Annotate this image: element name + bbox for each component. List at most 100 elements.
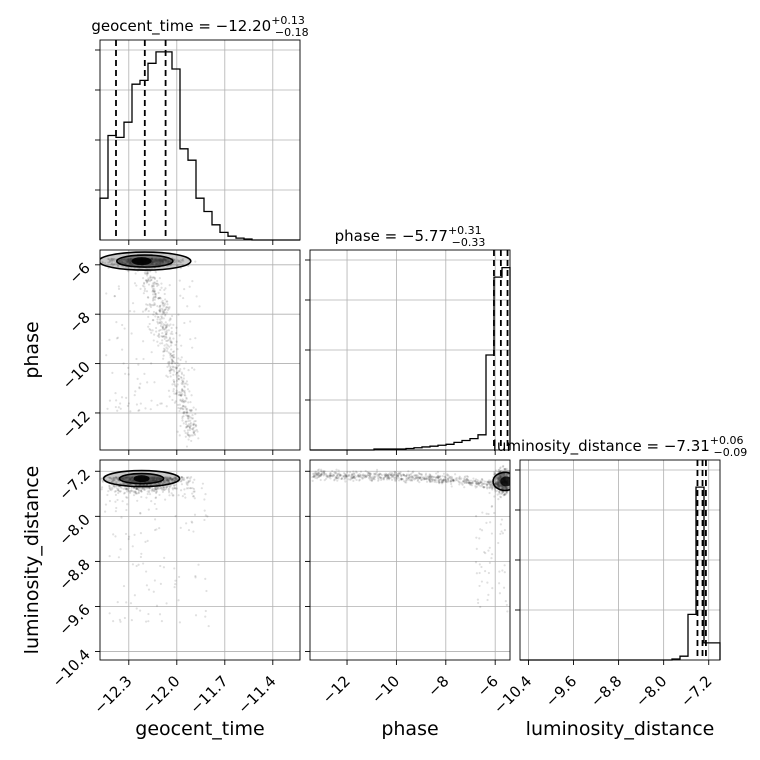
sample-point — [380, 474, 384, 477]
sample-point — [108, 476, 112, 479]
sample-point — [447, 479, 450, 482]
sample-point — [168, 324, 171, 327]
hist-panel-phase — [305, 249, 511, 455]
sample-point — [113, 257, 116, 261]
sample-point — [162, 489, 165, 492]
sample-point — [480, 565, 483, 569]
sample-point — [498, 474, 502, 477]
sample-point — [493, 473, 496, 476]
sample-point — [481, 485, 484, 488]
sample-point — [428, 480, 431, 483]
sample-point — [498, 485, 502, 488]
sample-point — [498, 473, 501, 477]
sample-point — [196, 430, 199, 433]
sample-point — [127, 270, 130, 273]
sample-point — [183, 386, 186, 389]
sample-point — [386, 474, 390, 477]
sample-point — [502, 494, 505, 497]
sample-point — [97, 258, 99, 260]
sample-point — [164, 476, 167, 479]
sample-point — [192, 487, 196, 491]
density-contour — [133, 475, 150, 483]
sample-point — [488, 486, 491, 489]
sample-point — [122, 492, 126, 495]
sample-point — [498, 483, 501, 487]
sample-point — [154, 271, 157, 274]
sample-point — [128, 490, 131, 493]
sample-point — [170, 368, 174, 371]
sample-point — [438, 478, 441, 482]
sample-point — [494, 490, 497, 493]
sample-point — [185, 487, 189, 490]
sample-point — [122, 482, 125, 485]
sample-point — [180, 394, 183, 397]
sample-point — [398, 472, 401, 475]
sample-point — [497, 484, 500, 487]
sample-point — [173, 356, 176, 359]
sample-point — [505, 486, 508, 490]
sample-point — [333, 471, 336, 474]
sample-point — [185, 397, 188, 400]
sample-point — [168, 306, 171, 309]
sample-point — [113, 479, 117, 482]
sample-point — [189, 419, 192, 422]
sample-point — [163, 488, 166, 491]
sample-point — [185, 426, 188, 429]
sample-point — [173, 401, 177, 404]
sample-point — [167, 478, 170, 481]
sample-point — [497, 485, 500, 488]
sample-point — [478, 563, 481, 566]
sample-point — [186, 431, 189, 434]
sample-point — [486, 480, 490, 483]
sample-point — [110, 259, 113, 262]
sample-point — [410, 475, 413, 478]
sample-point — [146, 278, 150, 281]
sample-point — [483, 570, 487, 573]
sample-point — [329, 474, 332, 477]
sample-point — [172, 379, 175, 382]
sample-point — [189, 338, 192, 341]
sample-point — [468, 481, 471, 484]
sample-point — [434, 476, 437, 479]
sample-point — [175, 392, 178, 396]
sample-point — [152, 304, 155, 307]
sample-point — [423, 476, 427, 479]
sample-point — [161, 299, 164, 302]
sample-point — [159, 288, 162, 292]
sample-point — [111, 480, 114, 483]
sample-point — [495, 469, 498, 472]
sample-point — [477, 601, 480, 605]
sample-point — [165, 343, 168, 346]
sample-point — [501, 474, 504, 477]
sample-point — [135, 487, 138, 491]
sample-point — [476, 480, 479, 484]
sample-point — [502, 487, 505, 490]
sample-point — [193, 423, 196, 426]
sample-point — [165, 479, 168, 482]
sample-point — [394, 479, 397, 482]
sample-point — [154, 326, 158, 330]
sample-point — [388, 477, 391, 480]
sample-point — [150, 331, 153, 334]
sample-point — [171, 494, 174, 497]
sample-point — [122, 584, 126, 588]
sample-point — [359, 473, 363, 477]
sample-point — [478, 481, 481, 485]
sample-point — [175, 366, 178, 369]
sample-point — [316, 471, 319, 475]
sample-point — [145, 279, 148, 282]
sample-point — [172, 360, 175, 364]
sample-point — [187, 419, 190, 423]
sample-point — [469, 483, 472, 486]
sample-point — [194, 408, 198, 411]
sample-point — [162, 323, 165, 326]
sample-point — [443, 480, 446, 483]
sample-point — [336, 473, 339, 476]
sample-point — [480, 478, 483, 481]
sample-point — [508, 487, 510, 490]
sample-point — [154, 292, 157, 296]
sample-point — [158, 487, 161, 490]
sample-point — [107, 261, 110, 264]
sample-point — [192, 426, 195, 429]
sample-point — [505, 469, 508, 472]
